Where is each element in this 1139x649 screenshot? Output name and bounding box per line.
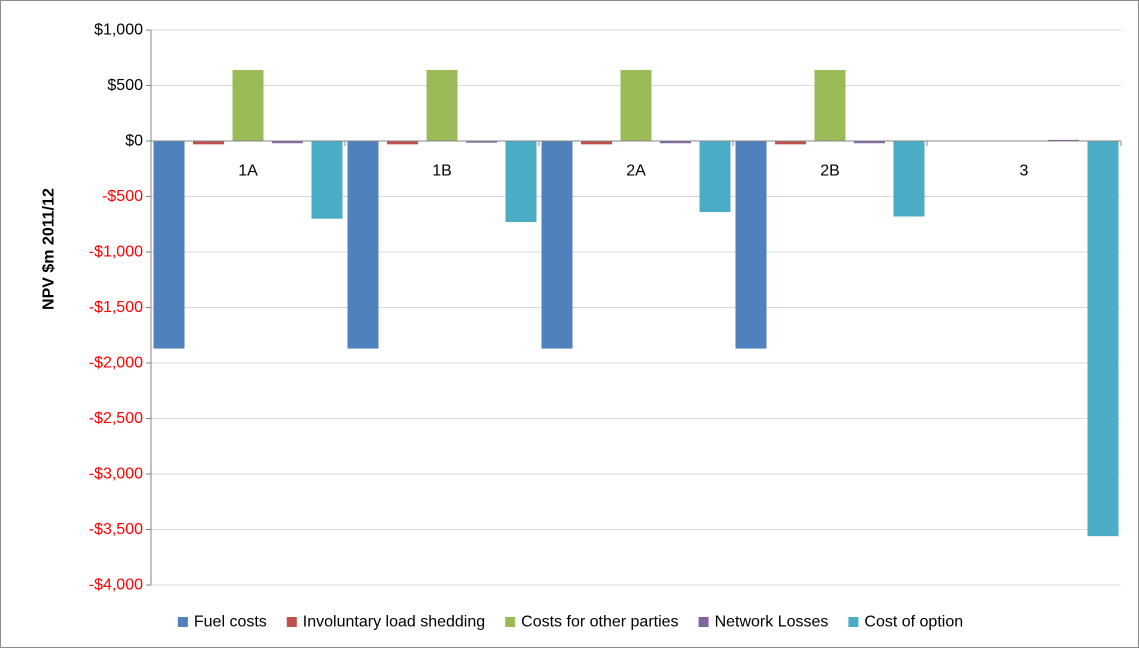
category-label: 1A — [238, 163, 258, 180]
legend-item-involuntary-load-shedding: Involuntary load shedding — [286, 614, 485, 631]
bar-cost-of-option-3 — [1087, 141, 1119, 537]
bar-costs-for-other-parties-1a — [232, 69, 264, 141]
y-axis-label: NPV $m 2011/12 — [41, 188, 58, 310]
category-label: 2B — [820, 163, 840, 180]
bar-involuntary-load-shedding-1a — [193, 141, 224, 145]
category-label: 1B — [432, 163, 452, 180]
bar-costs-for-other-parties-2a — [620, 69, 652, 141]
bar-cost-of-option-1a — [311, 141, 343, 219]
y-tick-label: -$500 — [102, 188, 143, 205]
bar-fuel-costs-1a — [153, 141, 185, 349]
category-label: 2A — [626, 163, 646, 180]
legend-label: Network Losses — [715, 614, 829, 631]
bar-fuel-costs-1b — [347, 141, 379, 349]
bar-involuntary-load-shedding-2b — [775, 141, 806, 145]
legend-label: Involuntary load shedding — [303, 614, 485, 631]
bar-network-losses-3 — [1048, 139, 1079, 141]
y-tick-label: $1,000 — [94, 22, 143, 39]
bar-involuntary-load-shedding-1b — [387, 141, 418, 145]
legend-swatch — [505, 617, 516, 627]
category-labels: 1A 1B 2A 2B 3 — [238, 163, 1028, 180]
y-tick-label: -$1,000 — [89, 244, 143, 261]
legend-swatch — [286, 617, 297, 627]
bar-costs-for-other-parties-1b — [426, 69, 458, 141]
y-tick-label: -$3,000 — [89, 466, 143, 483]
bars — [153, 69, 1119, 537]
bar-network-losses-1b — [466, 141, 497, 143]
legend-label: Costs for other parties — [521, 614, 678, 631]
y-tick-label: $0 — [125, 133, 143, 150]
legend-label: Fuel costs — [194, 614, 267, 631]
legend-item-network-losses: Network Losses — [698, 614, 829, 631]
bar-fuel-costs-2b — [735, 141, 767, 349]
y-tick-label: -$2,000 — [89, 355, 143, 372]
bar-cost-of-option-1b — [505, 141, 537, 223]
y-tick-label: -$1,500 — [89, 299, 143, 316]
bar-costs-for-other-parties-2b — [814, 69, 846, 141]
axes — [146, 29, 1122, 586]
y-tick-label: -$4,000 — [89, 577, 143, 594]
category-label: 3 — [1020, 163, 1029, 180]
bar-fuel-costs-2a — [541, 141, 573, 349]
y-tick-label: -$2,500 — [89, 410, 143, 427]
bar-involuntary-load-shedding-2a — [581, 141, 612, 145]
y-tick-label: -$3,500 — [89, 521, 143, 538]
bar-cost-of-option-2a — [699, 141, 731, 213]
bar-network-losses-1a — [272, 141, 303, 144]
legend: Fuel costs Involuntary load shedding Costs… — [177, 614, 963, 631]
legend-item-cost-of-option: Cost of option — [848, 614, 963, 631]
legend-swatch — [177, 617, 188, 627]
legend-item-fuel-costs: Fuel costs — [177, 614, 267, 631]
bar-network-losses-2b — [854, 141, 885, 144]
legend-swatch — [848, 617, 859, 627]
legend-label: Cost of option — [864, 614, 963, 631]
legend-item-costs-for-other-parties: Costs for other parties — [505, 614, 679, 631]
legend-swatch — [698, 617, 709, 627]
bar-network-losses-2a — [660, 141, 691, 144]
y-axis-tick-labels: $1,000 $500 $0 -$500 -$1,000 -$1,500 -$2,000 -$… — [89, 22, 143, 594]
y-tick-label: $500 — [107, 77, 143, 94]
bar-cost-of-option-2b — [893, 141, 925, 217]
